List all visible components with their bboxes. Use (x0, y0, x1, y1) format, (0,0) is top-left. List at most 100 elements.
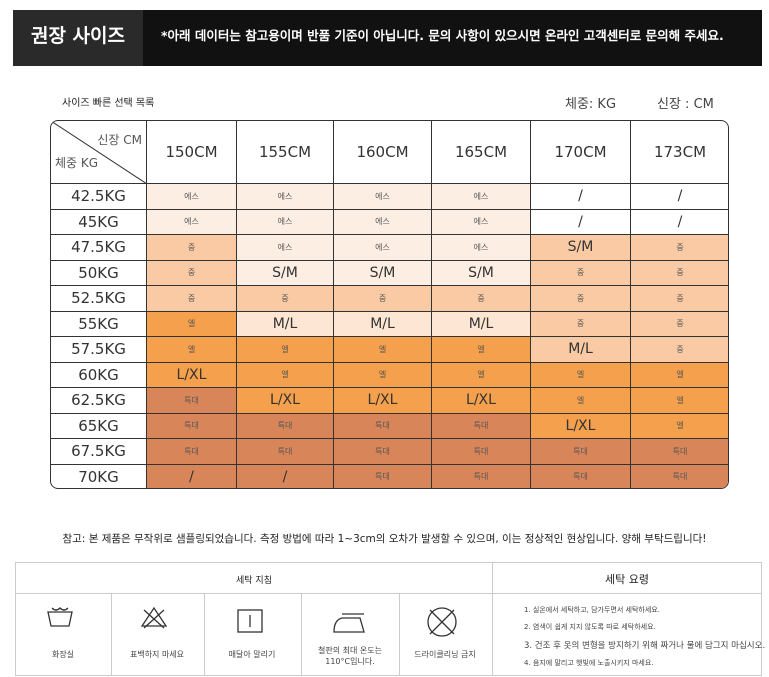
care-icons (47, 606, 457, 637)
size-cell: 에스 (334, 184, 432, 210)
size-cell: L/XL (147, 362, 237, 388)
size-cell: 중 (334, 286, 432, 312)
divider (399, 594, 400, 675)
weight-unit: 체중: KG (565, 97, 617, 112)
row-header: 50KG (51, 260, 147, 286)
row-header: 47.5KG (51, 235, 147, 261)
divider (492, 563, 493, 675)
column-header: 173CM (631, 121, 728, 184)
corner-cell: 신장 CM 체중 KG (51, 121, 147, 184)
row-header: 42.5KG (51, 184, 147, 210)
divider (16, 593, 492, 594)
size-cell: 에스 (237, 184, 334, 210)
size-cell: 특대 (334, 413, 432, 439)
size-cell: M/L (334, 311, 432, 337)
size-cell: 에스 (147, 209, 237, 235)
size-cell: 중 (631, 260, 728, 286)
size-cell: 에스 (237, 209, 334, 235)
no-bleach-icon (140, 606, 168, 629)
header-title: 권장 사이즈 (13, 10, 143, 66)
size-cell: 특대 (531, 439, 631, 465)
size-cell: M/L (237, 311, 334, 337)
size-cell: 특대 (147, 388, 237, 414)
size-cell: S/M (432, 260, 531, 286)
hang-dry-icon (237, 609, 263, 633)
icon-caption: 매달아 말리기 (228, 650, 276, 659)
divider (111, 594, 112, 675)
corner-top: 신장 CM (97, 133, 142, 147)
size-cell: 엘 (147, 311, 237, 337)
care-tip: 3. 건조 후 옷의 변형을 방지하기 위해 짜거나 물에 담그지 마십시오. (524, 641, 766, 651)
size-table: 신장 CM 체중 KG 150CM 155CM 160CM 165CM 170CM 173CM… (50, 120, 729, 489)
care-tip: 2. 염색이 쉽게 지지 않도록 따로 세탁하세요. (524, 623, 656, 631)
size-cell: 엘 (237, 362, 334, 388)
no-dryclean-icon (427, 607, 457, 637)
size-cell: / (237, 464, 334, 488)
divider (204, 594, 205, 675)
size-cell: / (531, 184, 631, 210)
size-cell: 에스 (432, 235, 531, 261)
size-cell: 에스 (432, 184, 531, 210)
icon-caption: 철판의 최대 온도는 110°C입니다. (318, 646, 382, 666)
size-cell: / (631, 184, 728, 210)
size-cell: / (531, 209, 631, 235)
size-cell: M/L (531, 337, 631, 363)
size-cell: 엘 (631, 413, 728, 439)
size-cell: 에스 (334, 209, 432, 235)
size-cell: L/XL (432, 388, 531, 414)
size-cell: 에스 (147, 184, 237, 210)
size-cell: 중 (631, 235, 728, 261)
size-cell: 엘 (147, 337, 237, 363)
wash-icon (47, 607, 73, 627)
row-header: 67.5KG (51, 439, 147, 465)
size-cell: / (147, 464, 237, 488)
no-dryclean-icon (429, 609, 455, 635)
size-cell: 특대 (531, 464, 631, 488)
column-header: 155CM (237, 121, 334, 184)
size-cell: S/M (531, 235, 631, 261)
column-header: 160CM (334, 121, 432, 184)
size-cell: 에스 (237, 235, 334, 261)
size-cell: 중 (147, 286, 237, 312)
header-bar: 권장 사이즈 *아래 데이터는 참고용이며 반품 기준이 아닙니다. 문의 사항… (13, 10, 762, 66)
header-notice: *아래 데이터는 참고용이며 반품 기준이 아닙니다. 문의 사항이 있으시면 … (161, 28, 724, 43)
note: 참고: 본 제품은 무작위로 샘플링되었습니다. 측정 방법에 따라 1~3cm… (62, 533, 707, 545)
size-cell: 특대 (147, 439, 237, 465)
care-tip: 1. 실온에서 세탁하고, 담가두면서 세탁하세요. (524, 606, 660, 614)
size-cell: 특대 (432, 439, 531, 465)
size-cell: L/XL (334, 388, 432, 414)
size-cell: S/M (334, 260, 432, 286)
size-cell: 중 (432, 286, 531, 312)
row-header: 65KG (51, 413, 147, 439)
care-tip: 4. 음지에 말리고 햇빛에 노출시키지 마세요. (524, 659, 654, 667)
size-cell: 중 (147, 260, 237, 286)
size-cell: 엘 (432, 337, 531, 363)
size-cell: S/M (237, 260, 334, 286)
size-cell: 특대 (334, 464, 432, 488)
size-cell: 특대 (631, 439, 728, 465)
care-box: 세탁 지침 세탁 요령 화장실 표백하지 마세요 매달아 말리기 철판의 최대 온도는… (15, 562, 766, 676)
row-header: 62.5KG (51, 388, 147, 414)
row-header: 57.5KG (51, 337, 147, 363)
column-header: 150CM (147, 121, 237, 184)
size-cell: 에스 (432, 209, 531, 235)
row-header: 52.5KG (51, 286, 147, 312)
size-cell: 엘 (237, 337, 334, 363)
size-cell: L/XL (531, 413, 631, 439)
size-cell: 특대 (432, 413, 531, 439)
row-header: 70KG (51, 464, 147, 488)
size-cell: 중 (631, 337, 728, 363)
size-cell: L/XL (237, 388, 334, 414)
iron-icon (333, 613, 365, 633)
size-cell: 중 (531, 260, 631, 286)
size-cell: 엘 (631, 388, 728, 414)
divider (492, 593, 762, 594)
corner-bottom: 체중 KG (55, 156, 99, 170)
size-cell: 중 (631, 311, 728, 337)
size-cell: 중 (531, 311, 631, 337)
table-caption: 사이즈 빠른 선택 목록 (62, 98, 155, 109)
size-cell: 엘 (334, 337, 432, 363)
icon-caption: 화장실 (51, 650, 75, 659)
row-header: 55KG (51, 311, 147, 337)
